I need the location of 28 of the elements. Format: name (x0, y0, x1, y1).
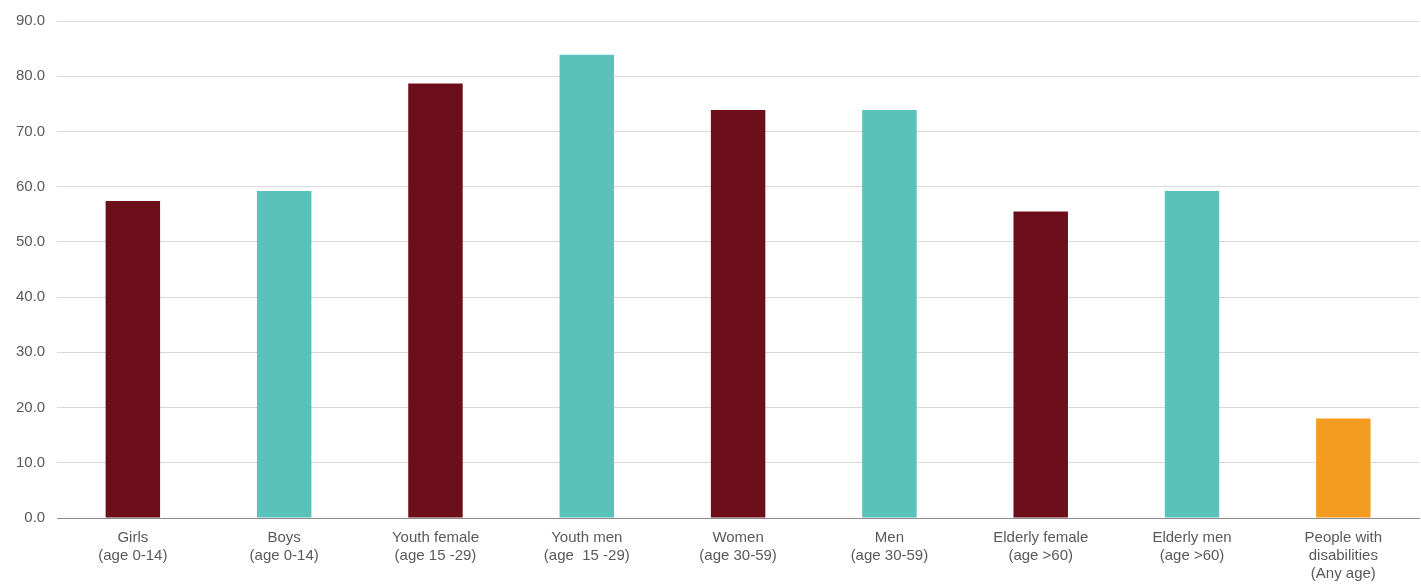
bar (105, 201, 161, 518)
y-tick-label: 30.0 (15, 342, 46, 360)
bar (256, 191, 312, 518)
bar (559, 54, 615, 518)
x-tick-label: Women (age 30-59) (699, 528, 777, 564)
y-tick-label: 60.0 (15, 176, 46, 194)
y-tick-label: 80.0 (15, 66, 46, 84)
y-tick-label: 20.0 (15, 397, 46, 415)
bar (710, 109, 766, 518)
x-tick-label: Men (age 30-59) (850, 528, 929, 564)
x-tick-label: Boys (age 0-14) (249, 528, 319, 564)
bar (408, 83, 463, 518)
x-tick-label: Elderly female (age >60) (993, 528, 1089, 564)
bar (1013, 211, 1068, 518)
bar (862, 109, 917, 518)
x-tick-label: Youth female (age 15 -29) (391, 528, 479, 564)
y-tick-label: 10.0 (15, 452, 46, 470)
y-tick-label: 40.0 (15, 287, 46, 305)
x-tick-label: Elderly men (age >60) (1152, 528, 1232, 564)
x-tick-label: Girls (age 0-14) (98, 528, 168, 564)
y-tick-label: 90.0 (15, 11, 46, 29)
y-tick-label: 50.0 (15, 232, 46, 250)
y-tick-label: 0.0 (24, 508, 46, 526)
x-tick-label: People with disabilities (Any age) (1304, 528, 1383, 582)
y-tick-label: 70.0 (15, 121, 46, 139)
bar (1316, 418, 1371, 518)
x-tick-label: Youth men (age 15 -29) (543, 528, 630, 564)
bar (1164, 191, 1220, 518)
